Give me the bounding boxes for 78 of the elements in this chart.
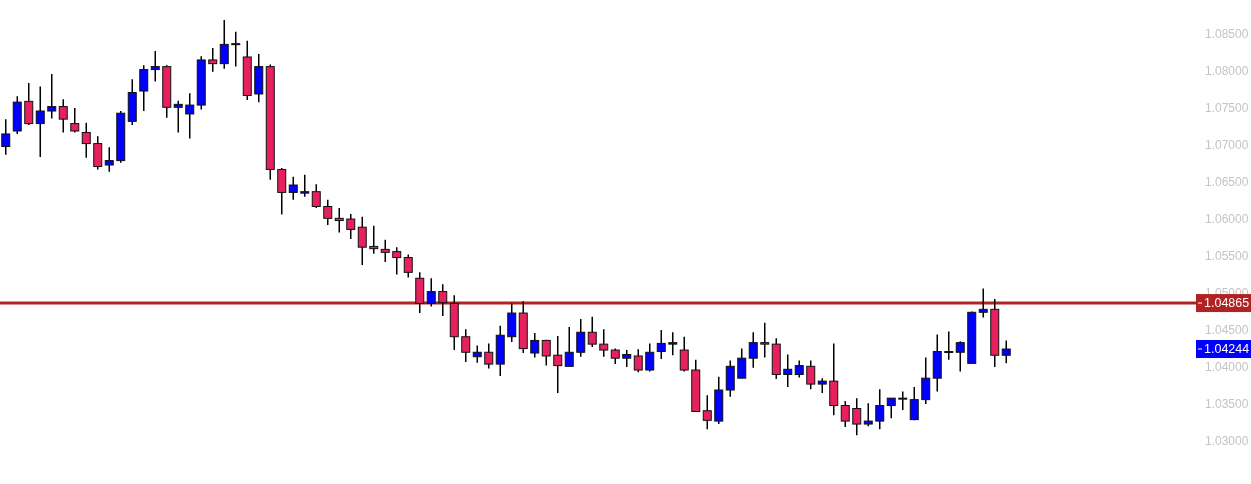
candlestick: [1, 118, 11, 156]
candlestick: [288, 176, 298, 201]
candlestick: [24, 82, 34, 126]
candlestick: [863, 402, 873, 428]
candlestick: [311, 183, 321, 209]
text: 1.04244: [1204, 342, 1250, 357]
candlestick: [909, 386, 919, 422]
candlestick: [955, 340, 965, 373]
candlestick: [300, 173, 310, 198]
candlestick: [93, 135, 103, 171]
candlestick: [380, 239, 390, 263]
candlestick: [587, 316, 597, 348]
y-tick-label: 1.08000: [1205, 64, 1249, 79]
candlestick: [530, 332, 540, 359]
candlestick: [346, 213, 356, 240]
candlestick: [47, 73, 57, 120]
candlestick: [150, 50, 160, 83]
candlestick: [622, 349, 632, 368]
y-tick-label: 1.04000: [1205, 360, 1249, 375]
candlestick: [70, 107, 80, 134]
candlestick: [806, 359, 816, 391]
candlestick: [1001, 339, 1011, 365]
candlestick: [541, 338, 551, 367]
candlestick: [277, 167, 287, 216]
candlestick: [104, 146, 114, 173]
candlestick: [507, 302, 517, 343]
candlestick: [392, 246, 402, 276]
candlestick: [633, 348, 643, 373]
candlestick: [852, 397, 862, 436]
candlestick: [702, 394, 712, 430]
candlestick: [323, 199, 333, 226]
candlestick: [438, 283, 448, 317]
candlestick: [725, 359, 735, 398]
candlestick: [679, 335, 689, 373]
y-tick-label: 1.06000: [1205, 212, 1249, 227]
candlestick: [369, 224, 379, 255]
y-tick-label: 1.08500: [1205, 27, 1249, 42]
candlestick: [886, 397, 896, 419]
candlestick: [426, 277, 436, 308]
candlestick: [35, 85, 45, 158]
candlestick: [484, 342, 494, 370]
candlestick: [978, 287, 988, 319]
candlestick: [334, 207, 344, 234]
y-tick-label: 1.03000: [1205, 434, 1249, 449]
candlestick: [403, 253, 413, 279]
y-tick-label: 1.06500: [1205, 175, 1249, 190]
y-tick-label: 1.07500: [1205, 101, 1249, 116]
candlestick: [173, 99, 183, 134]
candlestick: [231, 31, 241, 68]
candlestick: [81, 122, 91, 159]
candlestick: [564, 326, 574, 368]
candlestick: [783, 353, 793, 388]
candlestick: [208, 47, 218, 73]
candlestick: [875, 388, 885, 430]
candlestick: [921, 356, 931, 405]
candlestick: [737, 347, 747, 379]
y-tick-label: 1.07000: [1205, 138, 1249, 153]
candlestick: [139, 64, 149, 112]
ref-line-label: 1.04865: [1204, 296, 1250, 311]
candlestick: [748, 331, 758, 369]
candlestick: [668, 331, 678, 356]
candlestick: [944, 330, 954, 361]
candlestick: [576, 318, 586, 358]
y-tick-label: 1.04500: [1205, 323, 1249, 338]
candlestick: [840, 400, 850, 428]
candlestick: [185, 92, 195, 140]
candlestick: [645, 342, 655, 373]
candlestick: [760, 321, 770, 359]
candlestick: [357, 216, 367, 266]
candlestick: [553, 335, 563, 394]
candlestick: [898, 390, 908, 411]
y-tick-label: 1.05500: [1205, 249, 1249, 264]
y-tick-label: 1.03500: [1205, 397, 1249, 412]
candlestick: [58, 98, 68, 134]
candlestick: [219, 19, 229, 70]
candlestick: [656, 329, 666, 360]
candlestick: [599, 328, 609, 358]
candlestick: [461, 328, 471, 363]
